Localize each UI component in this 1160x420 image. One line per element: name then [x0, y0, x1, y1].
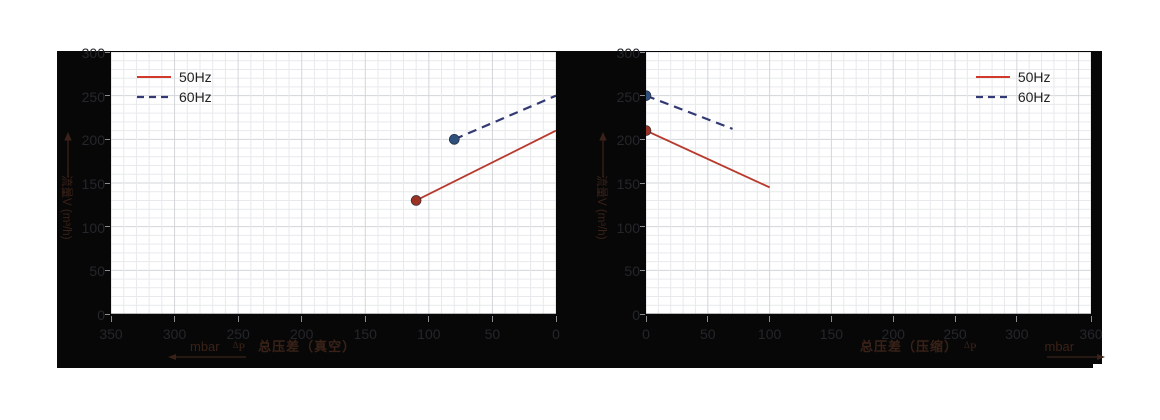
svg-text:流量V (m³/h): 流量V (m³/h) — [60, 175, 74, 240]
svg-text:流量V (m³/h): 流量V (m³/h) — [595, 175, 609, 240]
